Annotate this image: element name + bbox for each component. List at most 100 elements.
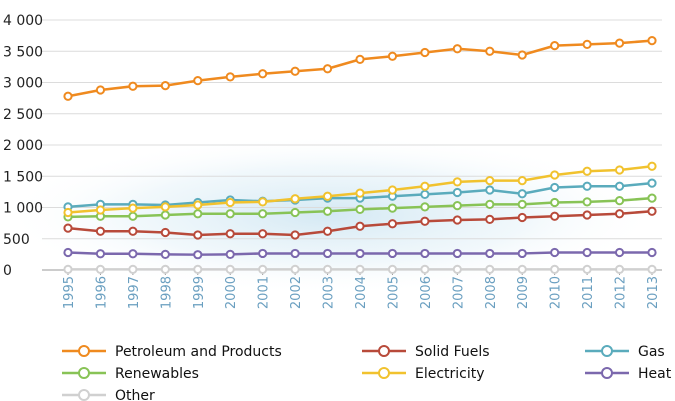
legend-item-renewables: Renewables <box>62 366 199 382</box>
series-line-petroleum-and-products <box>67 39 653 98</box>
data-point <box>517 199 527 209</box>
data-point <box>420 248 430 259</box>
data-point <box>95 264 106 274</box>
data-point <box>582 264 592 274</box>
legend-item-heat: Heat <box>585 366 672 382</box>
data-point <box>420 264 430 274</box>
data-point <box>452 177 462 187</box>
data-point <box>95 226 106 236</box>
data-point <box>95 249 106 259</box>
data-point <box>550 41 560 51</box>
data-point <box>420 202 430 212</box>
data-point <box>95 205 106 215</box>
x-tick-label: 2000 <box>224 276 239 309</box>
data-point <box>128 226 138 236</box>
data-point <box>420 181 430 191</box>
data-point <box>322 191 333 201</box>
data-point <box>63 91 73 101</box>
x-tick-label: 2005 <box>386 276 401 309</box>
x-tick-label: 1995 <box>62 276 77 309</box>
data-point <box>452 44 462 54</box>
y-tick-label: 0 <box>3 263 12 279</box>
data-point <box>225 72 235 82</box>
data-point <box>128 264 138 274</box>
x-tick-label: 2010 <box>549 276 564 309</box>
data-point <box>193 230 203 240</box>
data-point <box>322 226 333 236</box>
data-point <box>485 46 495 56</box>
series-lines <box>63 36 657 274</box>
legend-item-gas: Gas <box>585 344 665 360</box>
y-tick-label: 1 000 <box>3 201 43 217</box>
data-point <box>452 201 462 211</box>
legend: Petroleum and Products Solid Fuels Gas Rene… <box>62 344 672 401</box>
legend-label: Electricity <box>415 366 485 382</box>
legend-swatch-marker <box>601 345 613 357</box>
data-point <box>290 248 300 259</box>
data-point <box>614 264 625 274</box>
x-tick-label: 1998 <box>159 276 174 309</box>
data-point <box>517 176 527 186</box>
legend-item-electricity: Electricity <box>362 366 485 382</box>
data-point <box>582 181 592 191</box>
data-point <box>517 189 527 199</box>
data-point <box>614 209 625 219</box>
x-tick-label: 2013 <box>646 276 661 309</box>
data-point <box>550 211 560 221</box>
data-point <box>485 214 495 224</box>
legend-label: Heat <box>638 366 672 382</box>
data-point <box>452 215 462 225</box>
data-point <box>258 209 268 219</box>
data-point <box>647 247 657 258</box>
y-tick-label: 500 <box>3 232 30 248</box>
data-point <box>160 202 170 212</box>
series-solid-fuels <box>63 206 657 240</box>
data-point <box>485 185 495 195</box>
x-tick-label: 1997 <box>127 276 142 309</box>
data-point <box>355 248 365 259</box>
x-tick-label: 2006 <box>419 276 434 309</box>
data-point <box>193 200 203 210</box>
data-point <box>63 223 73 233</box>
data-point <box>614 165 625 175</box>
series-heat <box>63 247 657 260</box>
x-tick-label: 2009 <box>516 276 531 309</box>
data-point <box>290 207 300 218</box>
data-point <box>193 250 203 260</box>
legend-label: Solid Fuels <box>415 344 490 360</box>
data-point <box>517 264 527 274</box>
legend-item-other: Other <box>62 388 155 401</box>
data-point <box>225 229 235 239</box>
x-tick-label: 1996 <box>94 276 109 309</box>
y-tick-label: 3 000 <box>3 76 43 92</box>
x-tick-label: 2001 <box>257 276 272 309</box>
data-point <box>647 206 657 216</box>
data-point <box>614 38 625 48</box>
data-point <box>582 39 592 49</box>
legend-swatch-marker <box>78 367 90 379</box>
x-tick-label: 1999 <box>192 276 207 309</box>
data-point <box>160 210 170 220</box>
data-point <box>582 166 592 176</box>
data-point <box>582 210 592 220</box>
data-point <box>322 264 333 274</box>
data-point <box>258 248 268 259</box>
x-axis: 1995 1996 1997 1998 1999 2000 2001 2002 2003 2004… <box>62 270 661 309</box>
data-point <box>485 248 495 259</box>
data-point <box>290 194 300 204</box>
data-point <box>355 221 365 231</box>
data-point <box>225 249 235 259</box>
legend-label: Gas <box>638 344 665 360</box>
data-point <box>420 47 430 58</box>
data-point <box>452 264 462 274</box>
data-point <box>550 182 560 193</box>
data-point <box>550 197 560 208</box>
x-tick-label: 2004 <box>354 276 369 309</box>
data-point <box>647 264 657 274</box>
series-electricity <box>63 161 657 218</box>
data-point <box>95 85 106 95</box>
data-point <box>582 197 592 207</box>
series-other <box>63 264 657 274</box>
data-point <box>355 264 365 274</box>
data-point <box>485 264 495 274</box>
